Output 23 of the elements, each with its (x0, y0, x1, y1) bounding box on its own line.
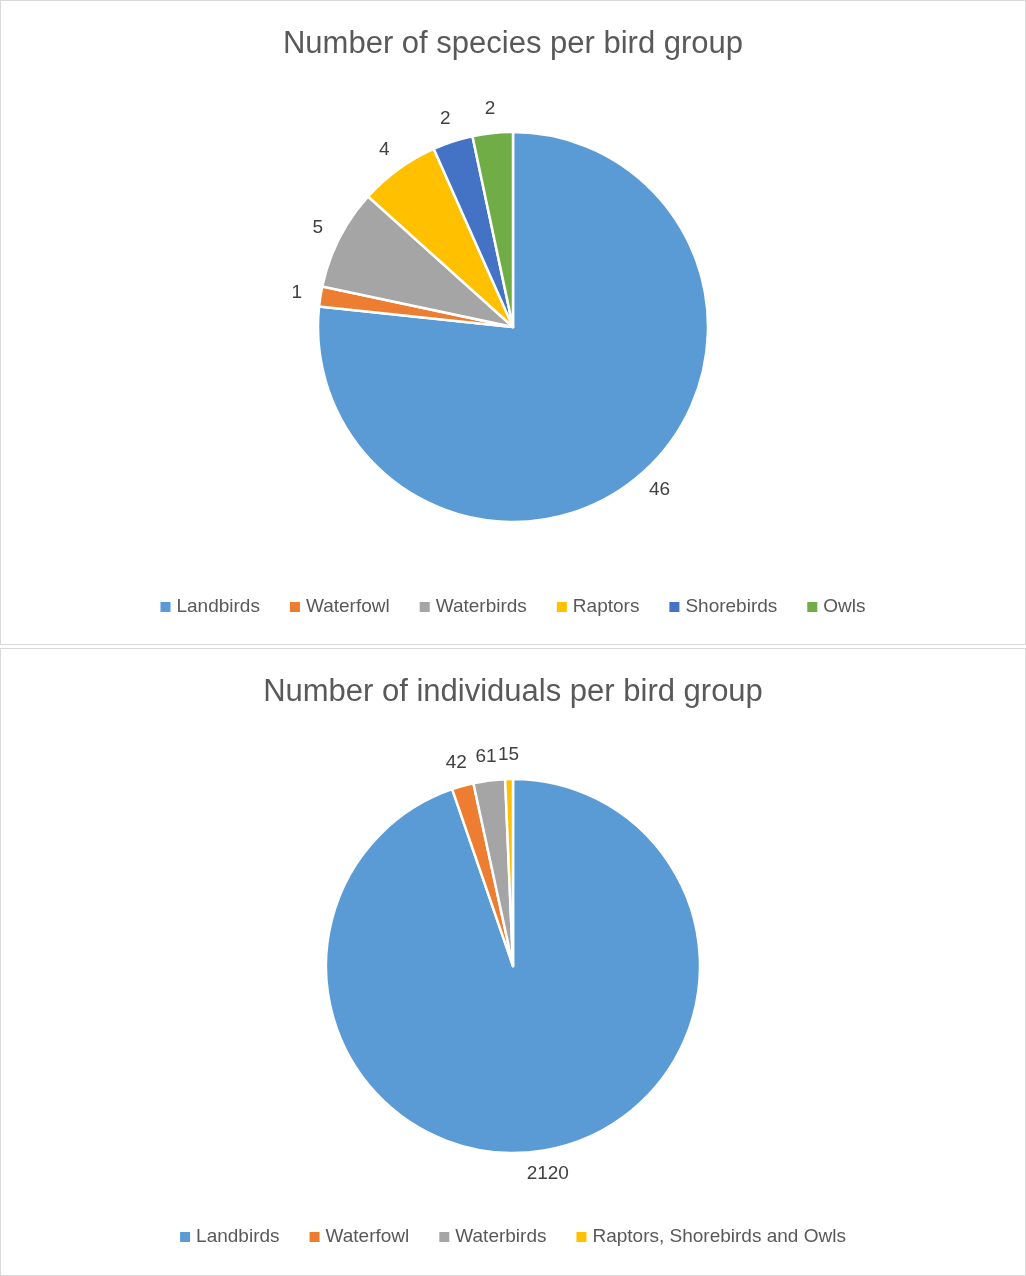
legend-label: Waterbirds (455, 1225, 547, 1247)
data-label: 42 (445, 750, 467, 772)
legend-label: Waterfowl (325, 1225, 410, 1247)
chart-title: Number of species per bird group (282, 25, 744, 61)
legend-label: Raptors (572, 595, 640, 617)
legend-label: Waterbirds (435, 595, 527, 617)
legend-label: Landbirds (176, 595, 260, 617)
legend-label: Shorebirds (685, 595, 778, 617)
data-label: 2 (484, 97, 496, 119)
data-label: 61 (475, 744, 497, 766)
pie-slice (325, 777, 702, 1155)
chart-title: Number of individuals per bird group (263, 673, 763, 709)
legend-label: Owls (823, 595, 866, 617)
data-label: 2120 (526, 1162, 569, 1184)
data-label: 1 (291, 280, 302, 302)
data-label: 5 (312, 215, 324, 237)
legend-label: Raptors, Shorebirds and Owls (592, 1225, 846, 1247)
data-label: 4 (378, 137, 390, 159)
legend-label: Landbirds (196, 1225, 280, 1247)
legend-label: Waterfowl (305, 595, 390, 617)
data-label: 15 (497, 743, 520, 765)
data-label: 46 (648, 477, 671, 499)
data-label: 2 (440, 106, 451, 128)
